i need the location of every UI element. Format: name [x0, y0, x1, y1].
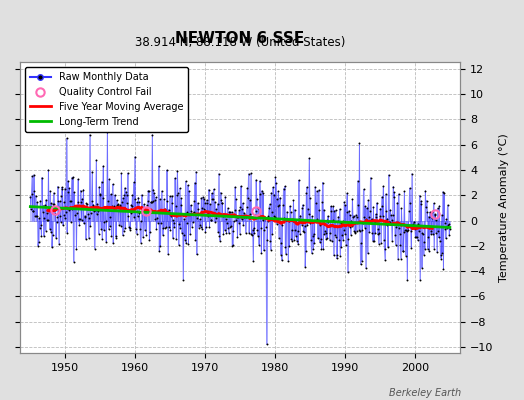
Y-axis label: Temperature Anomaly (°C): Temperature Anomaly (°C) [499, 134, 509, 282]
Title: NEWTON 6 SSE: NEWTON 6 SSE [176, 31, 305, 46]
Legend: Raw Monthly Data, Quality Control Fail, Five Year Moving Average, Long-Term Tren: Raw Monthly Data, Quality Control Fail, … [25, 67, 188, 132]
Text: 38.914 N, 88.118 W (United States): 38.914 N, 88.118 W (United States) [135, 36, 345, 49]
Text: Berkeley Earth: Berkeley Earth [389, 388, 461, 398]
